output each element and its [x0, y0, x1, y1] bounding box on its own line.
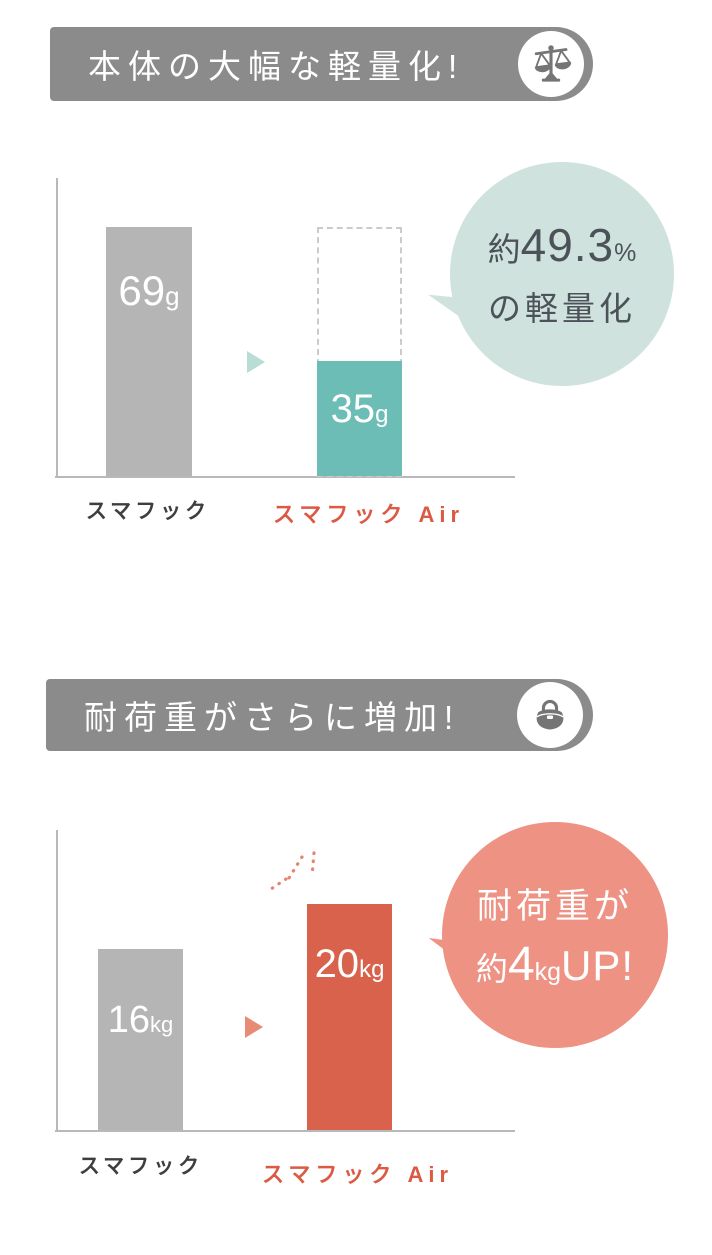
chart2-bar-sumahook: 16kg [98, 949, 183, 1130]
chart2-callout-line2: 約4kgUP! [475, 938, 635, 991]
chart2-comparison-arrow-icon [245, 1016, 263, 1038]
chart2-label-sumahook: スマフック [78, 1155, 204, 1178]
handbag-icon [517, 682, 583, 748]
chart1-x-axis [55, 476, 515, 478]
chart2-x-axis [55, 1130, 515, 1132]
section2-title: 耐荷重がさらに増加! [84, 699, 461, 736]
chart1-label-sumahook: スマフック [85, 500, 211, 523]
chart1-bar-sumahook-air-value: 35g [330, 387, 389, 431]
chart1-bar-sumahook-value: 69g [118, 267, 180, 314]
chart1-callout-line1: 約49.3% [487, 219, 637, 271]
balance-scale-icon [518, 31, 584, 97]
chart2-bar-sumahook-air-value: 20kg [314, 942, 385, 986]
section1-title: 本体の大幅な軽量化! [88, 48, 465, 85]
emphasis-sparkle-icon [266, 851, 316, 893]
chart1-callout-bubble: 約49.3% の軽量化 [450, 162, 674, 386]
chart1-bar-sumahook-air: 35g [317, 361, 402, 476]
chart1-ghost-bar-previous-weight [317, 227, 402, 477]
chart1-bar-sumahook: 69g [106, 227, 192, 476]
chart1-label-sumahook-air: スマフック Air [273, 502, 465, 527]
chart1-y-axis [56, 178, 58, 478]
chart2-callout-line1: 耐荷重が [476, 887, 633, 926]
chart2-callout-bubble: 耐荷重が 約4kgUP! [442, 822, 668, 1048]
section1-header-banner: 本体の大幅な軽量化! [50, 27, 593, 101]
chart2-y-axis [56, 830, 58, 1132]
section2-header-banner: 耐荷重がさらに増加! [46, 679, 593, 751]
chart1-callout-line2: の軽量化 [488, 290, 636, 327]
chart2-bar-sumahook-air: 20kg [307, 904, 392, 1130]
chart2-bar-sumahook-value: 16kg [107, 999, 174, 1041]
chart1-comparison-arrow-icon [247, 351, 265, 373]
chart2-label-sumahook-air: スマフック Air [262, 1162, 454, 1187]
